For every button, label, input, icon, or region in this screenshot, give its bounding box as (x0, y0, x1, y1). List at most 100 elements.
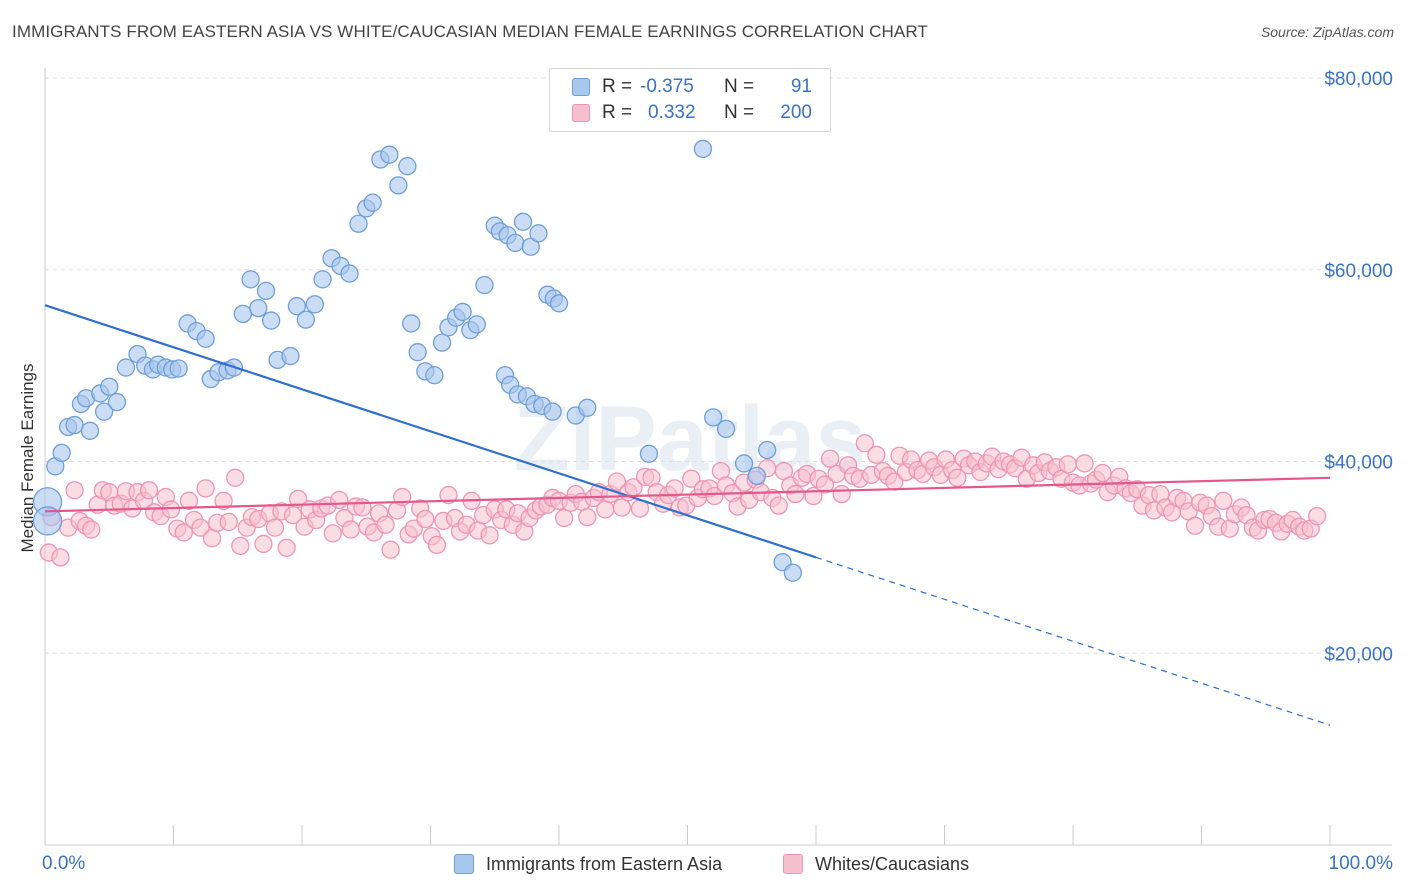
data-point-eastern-asia (256, 281, 276, 300)
data-point-eastern-asia (287, 297, 307, 316)
data-point-eastern-asia (506, 233, 525, 253)
axes (44, 68, 1392, 846)
data-point-whites (1308, 506, 1327, 526)
data-point-whites (226, 468, 245, 487)
data-point-eastern-asia (639, 444, 659, 463)
legend-n-value: 91 (790, 76, 812, 97)
data-point-eastern-asia (249, 298, 268, 318)
data-point-whites (82, 520, 101, 539)
data-point-whites (612, 498, 632, 517)
data-point-eastern-asia (305, 295, 325, 314)
data-point-eastern-asia (389, 176, 408, 195)
tick-labels: $20,000 $40,000 $60,000 $80,000 0.0% 100.0% (42, 69, 1393, 874)
legend-r-label: R = (602, 102, 633, 123)
legend-label-eastern-asia: Immigrants from Eastern Asia (486, 853, 723, 874)
trend-line-eastern-asia-extrapolated (815, 556, 1331, 726)
data-point-whites (174, 523, 193, 542)
data-point-eastern-asia (543, 402, 562, 421)
data-point-eastern-asia (453, 302, 472, 322)
data-point-eastern-asia (169, 359, 188, 378)
data-point-eastern-asia (32, 506, 63, 536)
data-point-eastern-asia (94, 402, 114, 421)
data-point-whites (786, 484, 805, 504)
data-point-eastern-asia (233, 304, 253, 324)
data-point-eastern-asia (783, 563, 803, 582)
data-point-whites (705, 486, 724, 506)
data-point-whites (682, 469, 701, 488)
data-point-whites (578, 507, 597, 527)
x-tick-label: 0.0% (42, 853, 85, 874)
data-point-whites (665, 479, 684, 498)
data-point-whites (948, 468, 967, 487)
y-axis-label: Median Female Earnings (18, 364, 37, 553)
data-point-eastern-asia (467, 315, 486, 334)
data-point-whites (832, 484, 851, 504)
data-point-whites (214, 491, 233, 510)
data-point-eastern-asia (313, 270, 332, 289)
x-tick-label: 100.0% (1329, 853, 1394, 874)
legend-swatch-blue (454, 854, 474, 874)
data-point-eastern-asia (402, 314, 421, 333)
data-point-eastern-asia (262, 311, 281, 330)
legend-swatch-blue (572, 78, 590, 96)
data-point-whites (1185, 516, 1205, 535)
legend-r-value: 0.332 (648, 102, 696, 123)
data-point-eastern-asia (340, 264, 359, 283)
trend-line-whites (44, 476, 1331, 513)
data-point-eastern-asia (529, 224, 548, 243)
data-point-eastern-asia (425, 366, 444, 385)
trend-lines (44, 304, 1331, 726)
data-point-eastern-asia (734, 454, 754, 473)
legend-n-label: N = (724, 102, 755, 123)
data-point-whites (439, 485, 458, 505)
data-point-eastern-asia (107, 392, 127, 412)
legend-item-eastern-asia: Immigrants from Eastern Asia (454, 851, 722, 877)
data-point-whites (341, 520, 360, 539)
data-point-whites (139, 481, 159, 500)
legend-n-label: N = (724, 76, 755, 97)
legend-row-whites: R = 0.332 N = 200 (572, 101, 812, 125)
data-point-whites (196, 479, 215, 498)
correlation-legend: R = -0.375 N = 91 R = 0.332 N = 200 (549, 68, 831, 132)
data-point-eastern-asia (693, 139, 713, 159)
data-point-whites (1075, 454, 1094, 473)
data-point-whites (1214, 491, 1233, 510)
data-point-eastern-asia (349, 214, 368, 233)
legend-swatch-pink (572, 104, 590, 122)
data-point-eastern-asia (281, 346, 300, 366)
data-point-eastern-asia (296, 310, 316, 329)
data-point-eastern-asia (408, 343, 427, 362)
data-point-eastern-asia (363, 193, 382, 212)
data-point-eastern-asia (380, 145, 399, 164)
data-point-whites (1058, 455, 1078, 474)
data-point-whites (161, 500, 181, 519)
data-point-eastern-asia (578, 398, 597, 417)
data-point-whites (855, 434, 874, 453)
data-point-eastern-asia (100, 377, 119, 396)
data-point-whites (191, 518, 210, 537)
data-point-eastern-asia (196, 329, 215, 348)
data-point-whites (323, 524, 342, 543)
source-credit: Source: ZipAtlas.com (1260, 24, 1394, 40)
data-point-whites (51, 548, 70, 567)
data-point-whites (219, 512, 238, 532)
data-point-whites (867, 445, 886, 464)
data-point-whites (815, 475, 835, 494)
data-point-whites (283, 506, 303, 525)
legend-label-whites: Whites/Caucasians (815, 853, 970, 874)
data-point-whites (288, 489, 308, 509)
trend-line-eastern-asia (44, 304, 817, 559)
legend-row-eastern-asia: R = -0.375 N = 91 (572, 75, 812, 99)
data-point-eastern-asia (704, 408, 723, 427)
legend-r-label: R = (602, 76, 633, 97)
data-point-whites (265, 518, 285, 537)
data-point-eastern-asia (241, 270, 260, 289)
data-point-eastern-asia (432, 333, 452, 352)
data-point-whites (65, 481, 84, 500)
data-point-eastern-asia (513, 212, 533, 231)
data-point-eastern-asia (398, 157, 417, 176)
data-point-whites (231, 536, 250, 556)
data-point-eastern-asia (475, 275, 494, 295)
data-point-whites (416, 509, 435, 529)
legend-swatch-pink (783, 854, 803, 874)
